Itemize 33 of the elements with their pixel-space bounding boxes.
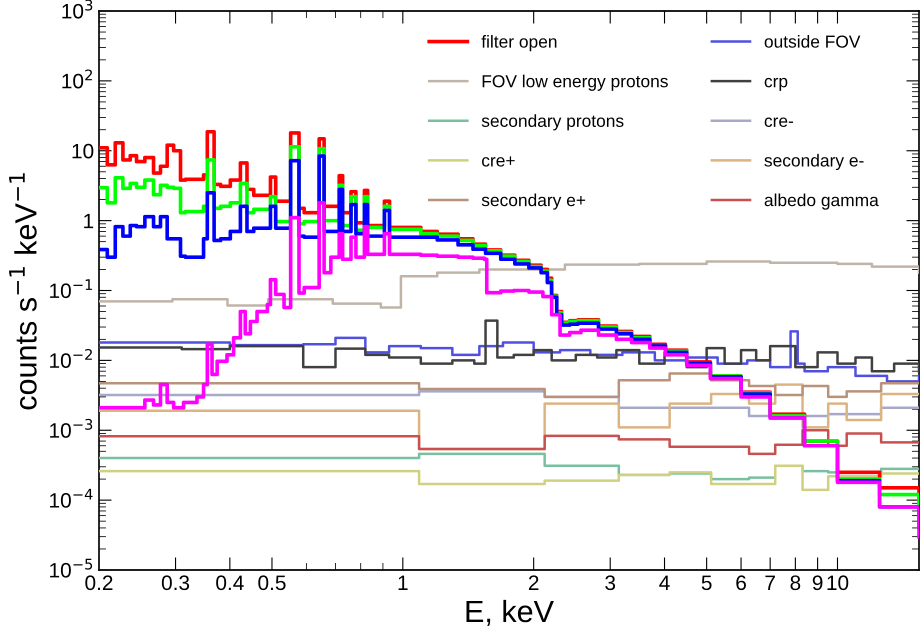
- x-tick-label: 0.4: [216, 575, 244, 590]
- y-tick-label: 10$^{−1}$: [50, 279, 92, 298]
- x-tick-label: 7: [765, 576, 775, 590]
- x-tick-label: 10: [827, 575, 848, 590]
- y-tick-label: 10$^{−2}$: [50, 348, 92, 368]
- x-axis-title: E, keV: [466, 600, 554, 626]
- legend-label: secondary protons: [482, 114, 624, 130]
- y-tick-label: 10$^{−3}$: [50, 418, 92, 438]
- x-tick-label: 1: [398, 576, 408, 590]
- x-tick-label: 0.5: [258, 575, 286, 590]
- legend-label: outside FOV: [764, 35, 860, 48]
- y-tick-label: 10$^{−4}$: [50, 488, 93, 508]
- x-tick-label: 0.3: [162, 575, 190, 590]
- legend-label: crp: [764, 78, 788, 91]
- y-tick-label: 10$^{2}$: [62, 69, 92, 88]
- x-tick-label: 3: [605, 575, 616, 590]
- x-tick-label: 9: [812, 575, 822, 590]
- legend-label: secondary e+: [482, 193, 586, 210]
- legend-label: filter open: [482, 35, 556, 52]
- y-tick-label: 10: [72, 144, 94, 159]
- legend-label: secondary e-: [764, 154, 864, 170]
- x-tick-label: 2: [528, 575, 538, 590]
- x-tick-label: 4: [659, 576, 670, 590]
- legend-label: albedo gamma: [764, 193, 879, 210]
- y-axis-title: counts s$^{−1}$ keV$^{−1}$: [9, 173, 37, 410]
- x-tick-label: 6: [736, 575, 746, 590]
- legend-label: FOV low energy protons: [482, 74, 668, 91]
- legend-label: cre+: [482, 156, 515, 167]
- y-tick-label: 10$^{3}$: [62, 0, 92, 19]
- y-tick-label: 1: [84, 214, 94, 228]
- x-tick-label: 8: [790, 575, 800, 590]
- x-tick-label: 5: [702, 576, 712, 590]
- legend-label: cre-: [764, 117, 794, 128]
